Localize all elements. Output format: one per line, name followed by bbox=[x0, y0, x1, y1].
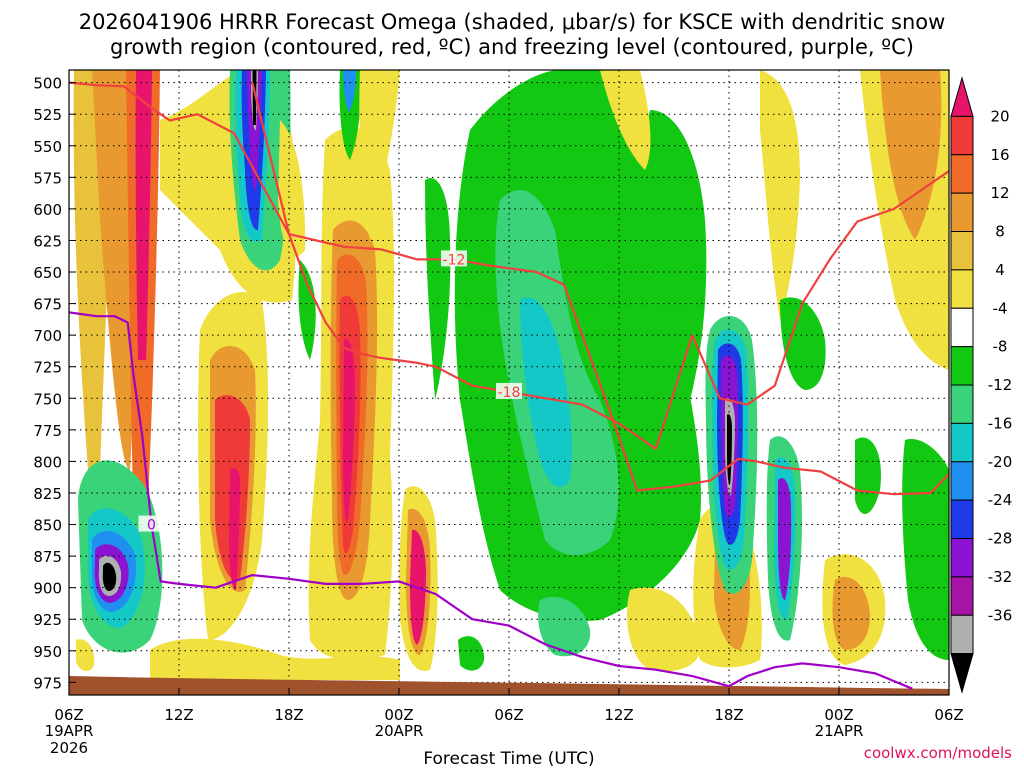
contour-label: 0 bbox=[147, 518, 156, 534]
colorbar-swatch bbox=[950, 538, 974, 578]
x-tick-label: 06Z bbox=[934, 706, 963, 724]
y-tick-label: 675 bbox=[33, 296, 62, 314]
y-tick-label: 700 bbox=[33, 327, 62, 345]
colorbar-label: -20 bbox=[988, 453, 1013, 471]
colorbar-label: -32 bbox=[988, 568, 1013, 586]
contour-label-bg bbox=[138, 515, 165, 532]
colorbar-label: -8 bbox=[993, 338, 1008, 356]
colorbar-swatch bbox=[950, 384, 974, 424]
contour--18 bbox=[251, 82, 949, 450]
credit-text: coolwx.com/models bbox=[864, 744, 1012, 762]
x-tick-label: 06Z bbox=[54, 706, 83, 724]
y-tick-label: 950 bbox=[33, 643, 62, 661]
colorbar-label: -4 bbox=[993, 299, 1008, 317]
colorbar-label: 4 bbox=[995, 261, 1005, 279]
y-tick-label: 500 bbox=[33, 75, 62, 93]
x-tick-label: 00Z bbox=[384, 706, 413, 724]
contour--12 bbox=[69, 81, 949, 496]
chart-title-line1: 2026041906 HRRR Forecast Omega (shaded, … bbox=[79, 10, 946, 34]
colorbar: 20 16 12 8 4 -4 -8 -12 -16 -20 -24 -28 -32 -36 bbox=[950, 76, 1013, 694]
colorbar-swatch bbox=[950, 307, 974, 348]
x-axis-label: Forecast Time (UTC) bbox=[423, 749, 594, 768]
plot-area: -12 -18 0 bbox=[69, 70, 949, 695]
colorbar-swatch bbox=[950, 461, 974, 501]
contour-label-bg bbox=[496, 382, 522, 399]
colorbar-top-arrow bbox=[950, 76, 974, 117]
y-tick-label: 800 bbox=[33, 453, 62, 471]
y-axis: 500 525 550 575 600 625 650 675 700 725 750 775 800 8… bbox=[33, 75, 76, 692]
colorbar-label: -36 bbox=[988, 606, 1013, 624]
x-tick-label: 12Z bbox=[604, 706, 633, 724]
colorbar-label: -16 bbox=[988, 414, 1013, 432]
colorbar-swatch bbox=[950, 422, 974, 463]
y-tick-label: 825 bbox=[33, 485, 62, 503]
contour-lines: -12 -18 0 bbox=[69, 81, 949, 690]
colorbar-swatch bbox=[950, 115, 974, 156]
x-tick-label: 12Z bbox=[164, 706, 193, 724]
chart-title-line2: growth region (contoured, red, ºC) and f… bbox=[110, 35, 914, 59]
colorbar-swatch bbox=[950, 192, 974, 232]
colorbar-swatch bbox=[950, 499, 974, 539]
colorbar-label: 8 bbox=[995, 223, 1005, 241]
x-tick-label: 18Z bbox=[714, 706, 743, 724]
y-tick-label: 925 bbox=[33, 611, 62, 629]
x-tick-label: 06Z bbox=[494, 706, 523, 724]
y-tick-label: 875 bbox=[33, 548, 62, 566]
colorbar-swatch bbox=[950, 231, 974, 271]
omega-shading bbox=[73, 70, 949, 680]
y-tick-label: 600 bbox=[33, 201, 62, 219]
y-tick-label: 650 bbox=[33, 264, 62, 282]
y-tick-label: 725 bbox=[33, 359, 62, 377]
contour-label-bg bbox=[441, 250, 467, 267]
colorbar-swatch bbox=[950, 614, 974, 655]
contour-label: -12 bbox=[443, 252, 466, 268]
x-tick-date: 20APR bbox=[375, 722, 424, 740]
colorbar-label: -12 bbox=[988, 376, 1013, 394]
y-tick-label: 575 bbox=[33, 169, 62, 187]
y-tick-label: 975 bbox=[33, 674, 62, 692]
y-tick-label: 775 bbox=[33, 422, 62, 440]
colorbar-label: 12 bbox=[990, 184, 1009, 202]
y-tick-label: 550 bbox=[33, 138, 62, 156]
x-tick-date: 19APR bbox=[45, 722, 94, 740]
colorbar-swatch bbox=[950, 154, 974, 194]
colorbar-label: -24 bbox=[988, 491, 1013, 509]
contour-label: -18 bbox=[498, 385, 521, 401]
colorbar-swatch bbox=[950, 269, 974, 309]
colorbar-label: 20 bbox=[990, 107, 1009, 125]
y-tick-label: 900 bbox=[33, 580, 62, 598]
colorbar-label: -28 bbox=[988, 530, 1013, 548]
colorbar-swatch bbox=[950, 346, 974, 386]
colorbar-label: 16 bbox=[990, 146, 1009, 164]
y-tick-label: 625 bbox=[33, 232, 62, 250]
y-tick-label: 525 bbox=[33, 106, 62, 124]
colorbar-swatch bbox=[950, 576, 974, 616]
y-tick-label: 850 bbox=[33, 517, 62, 535]
x-tick-label: 00Z bbox=[824, 706, 853, 724]
colorbar-bottom-arrow bbox=[950, 653, 974, 694]
x-tick-label: 18Z bbox=[274, 706, 303, 724]
x-tick-year: 2026 bbox=[50, 739, 88, 757]
contour-0 bbox=[69, 311, 913, 690]
x-tick-date: 21APR bbox=[815, 722, 864, 740]
y-tick-label: 750 bbox=[33, 390, 62, 408]
